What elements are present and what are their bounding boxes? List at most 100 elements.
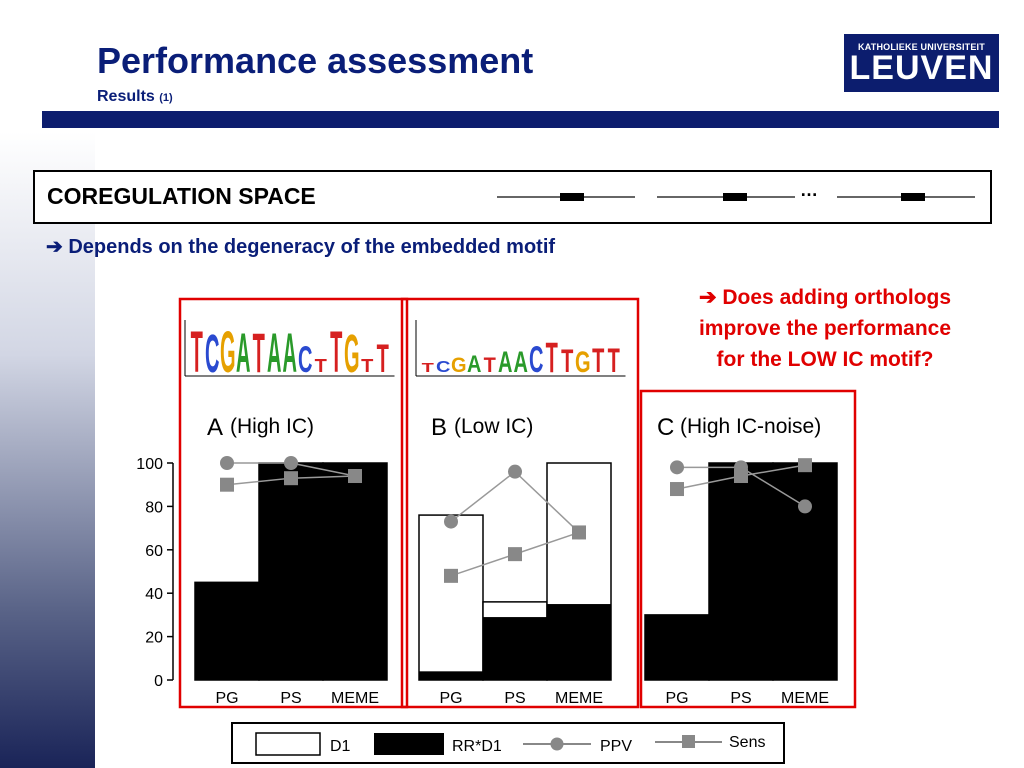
bar-rr-d1 (259, 463, 323, 680)
ppv-point (220, 456, 234, 470)
x-tick-label: MEME (781, 690, 829, 707)
logo-small-text: KATHOLIEKE UNIVERSITEIT (858, 42, 985, 52)
statement-text: ➔ Depends on the degeneracy of the embed… (46, 236, 556, 258)
subtitle-suffix: (1) (159, 92, 173, 104)
legend-marker-ppv (550, 737, 564, 751)
bar-rr-d1 (419, 671, 483, 680)
panel-title: (High IC-noise) (680, 415, 821, 438)
bar-rr-d1 (483, 617, 547, 680)
y-tick-label: 80 (145, 499, 163, 516)
sens-point (444, 568, 458, 583)
logo-letter: G (220, 320, 236, 386)
logo-letter: T (253, 321, 265, 384)
question-line: for the LOW IC motif? (716, 348, 934, 371)
sens-point (508, 547, 522, 562)
logo-letter: A (267, 321, 281, 384)
motif-block-3 (901, 193, 925, 201)
subtitle-text: Results (97, 88, 155, 105)
y-tick-label: 40 (145, 586, 163, 603)
logo-letter: A (514, 346, 528, 379)
legend-label-sens: Sens (729, 734, 765, 751)
ppv-point (284, 456, 298, 470)
logo-letter: T (422, 360, 435, 375)
y-axis: 0 20 40 60 80 100 (136, 456, 174, 690)
y-tick-label: 20 (145, 630, 163, 647)
legend-label-rr: RR*D1 (452, 738, 502, 755)
left-gradient-decoration (0, 132, 95, 768)
x-tick-label: PG (665, 690, 688, 707)
page-title: Performance assessment (97, 40, 534, 81)
bar-rr-d1 (547, 604, 611, 680)
logo-letter: T (315, 356, 327, 377)
legend-label-d1: D1 (330, 738, 351, 755)
x-tick-label: MEME (331, 690, 379, 707)
panel-letter: A (207, 414, 223, 441)
sens-point (572, 525, 586, 540)
chart-panels: PG PS MEME A (High IC) PG PS MEME B (Low IC) PG PS M… (194, 414, 838, 707)
coregulation-label: COREGULATION SPACE (47, 183, 316, 209)
x-tick-label: PS (280, 690, 301, 707)
ellipsis: … (800, 180, 818, 200)
logo-letter: T (377, 335, 389, 381)
panel-b: PG PS MEME B (Low IC) (418, 414, 612, 707)
bar-rr-d1 (709, 463, 773, 680)
chart-legend: D1 RR*D1 PPV Sens (231, 722, 785, 764)
logo-letter: A (283, 321, 297, 384)
logo-letter: T (191, 320, 203, 386)
university-logo: KATHOLIEKE UNIVERSITEIT LEUVEN (844, 34, 999, 92)
sens-point (284, 471, 298, 486)
y-tick-label: 100 (136, 456, 163, 473)
sens-point (734, 469, 748, 484)
logo-big-text: LEUVEN (849, 49, 994, 87)
legend-marker-sens (682, 735, 695, 748)
x-tick-label: PG (439, 690, 462, 707)
logo-letter: T (484, 353, 497, 377)
logo-letter: C (436, 358, 450, 376)
logo-letter: T (330, 320, 342, 386)
highlight-box-c (639, 389, 857, 709)
logo-letter: A (236, 321, 250, 384)
x-tick-label: PS (504, 690, 525, 707)
x-tick-label: PG (215, 690, 238, 707)
logo-letter: C (205, 324, 219, 384)
sens-point (670, 482, 684, 497)
bar-d1 (418, 514, 484, 681)
bar-rr-d1 (645, 614, 709, 680)
highlight-box-a (178, 297, 409, 709)
ppv-point (508, 464, 522, 479)
logo-letter: G (344, 324, 360, 384)
logo-letter: T (546, 335, 558, 382)
panel-title: (High IC) (230, 415, 314, 438)
motif-block-1 (560, 193, 584, 201)
legend-label-ppv: PPV (600, 738, 632, 755)
motif-block-2 (723, 193, 747, 201)
panel-title: (Low IC) (454, 415, 533, 438)
ppv-point (798, 499, 812, 514)
ppv-point (670, 460, 684, 475)
ppv-point (444, 514, 458, 529)
panel-letter: B (431, 414, 447, 441)
page-subtitle: Results (1) (97, 88, 173, 106)
panel-c: PG PS MEME C (High IC-noise) (644, 414, 838, 707)
panel-a: PG PS MEME A (High IC) (194, 414, 388, 707)
question-line: improve the performance (698, 317, 952, 340)
sens-point (348, 469, 362, 484)
bar-rr-d1 (773, 463, 837, 680)
legend-swatch-rr (374, 733, 444, 755)
question-line: ➔ Does adding orthologs (698, 286, 952, 309)
header-bar (42, 111, 999, 128)
highlight-box-b (400, 297, 640, 709)
question-text: ➔ Does adding orthologs improve the perf… (655, 282, 995, 375)
logo-letter: A (498, 346, 512, 379)
logo-letter: T (592, 340, 604, 379)
y-tick-label: 0 (154, 673, 163, 690)
logo-letter: A (467, 350, 481, 377)
logo-letter: T (361, 356, 373, 377)
logo-letter: C (298, 340, 312, 381)
x-tick-label: MEME (555, 690, 603, 707)
logo-letter: G (451, 353, 467, 377)
